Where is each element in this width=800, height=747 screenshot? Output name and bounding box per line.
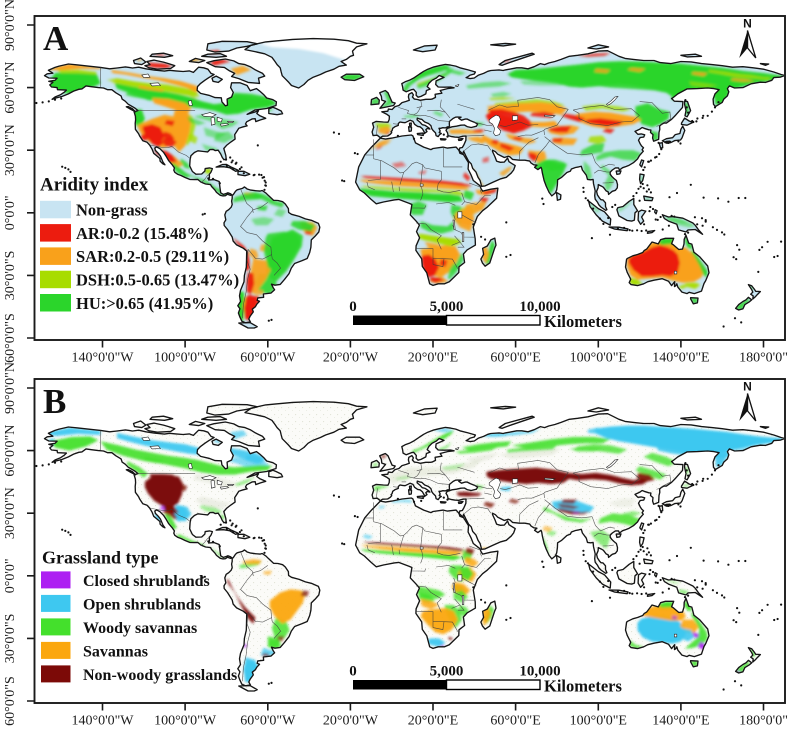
svg-text:140°0'0"W: 140°0'0"W — [71, 714, 134, 729]
svg-text:30°0'0"N: 30°0'0"N — [3, 124, 18, 176]
svg-text:60°0'0"W: 60°0'0"W — [240, 714, 296, 729]
svg-text:Kilometers: Kilometers — [544, 677, 622, 696]
svg-text:100°0'0"W: 100°0'0"W — [154, 714, 217, 729]
svg-text:Grassland type: Grassland type — [42, 548, 159, 568]
svg-text:60°0'0"E: 60°0'0"E — [490, 714, 540, 729]
svg-text:100°0'0"E: 100°0'0"E — [570, 714, 627, 729]
svg-text:20°0'0"E: 20°0'0"E — [408, 351, 458, 366]
svg-text:B: B — [43, 382, 66, 421]
svg-text:100°0'0"E: 100°0'0"E — [570, 351, 627, 366]
svg-text:Open shrublands: Open shrublands — [83, 596, 201, 613]
svg-text:5,000: 5,000 — [430, 299, 464, 315]
svg-text:140°0'0"E: 140°0'0"E — [652, 351, 709, 366]
svg-text:90°0'0"N: 90°0'0"N — [3, 0, 18, 51]
svg-text:Non-grass: Non-grass — [76, 201, 148, 220]
svg-text:140°0'0"W: 140°0'0"W — [71, 351, 134, 366]
svg-text:HU:>0.65 (41.95%): HU:>0.65 (41.95%) — [76, 294, 213, 313]
svg-text:140°0'0"E: 140°0'0"E — [652, 714, 709, 729]
svg-text:20°0'0"E: 20°0'0"E — [408, 714, 458, 729]
svg-text:Non-woody grasslands: Non-woody grasslands — [83, 667, 237, 684]
svg-text:0: 0 — [349, 299, 357, 315]
svg-text:Kilometers: Kilometers — [544, 312, 622, 331]
svg-text:N: N — [743, 17, 752, 31]
svg-text:10,000: 10,000 — [519, 664, 560, 680]
svg-text:0°0'0": 0°0'0" — [3, 195, 18, 230]
svg-text:20°0'0"W: 20°0'0"W — [323, 714, 379, 729]
svg-text:N: N — [743, 380, 752, 394]
svg-text:60°0'0"W: 60°0'0"W — [240, 351, 296, 366]
svg-text:A: A — [43, 19, 69, 58]
svg-text:Closed shrublands: Closed shrublands — [83, 573, 210, 590]
svg-text:60°0'0"E: 60°0'0"E — [490, 351, 540, 366]
svg-text:90°0'0"N: 90°0'0"N — [3, 362, 18, 414]
svg-text:60°0'0"N: 60°0'0"N — [3, 62, 18, 114]
svg-text:60°0'0"N: 60°0'0"N — [3, 425, 18, 477]
svg-text:100°0'0"W: 100°0'0"W — [154, 351, 217, 366]
svg-text:20°0'0"W: 20°0'0"W — [323, 351, 379, 366]
svg-text:AR:0-0.2 (15.48%): AR:0-0.2 (15.48%) — [76, 224, 208, 243]
svg-text:30°0'0"S: 30°0'0"S — [3, 614, 18, 664]
svg-text:Woody savannas: Woody savannas — [83, 620, 197, 637]
svg-text:0: 0 — [349, 664, 357, 680]
svg-text:5,000: 5,000 — [430, 664, 464, 680]
svg-text:SAR:0.2-0.5 (29.11%): SAR:0.2-0.5 (29.11%) — [76, 247, 229, 266]
svg-text:30°0'0"N: 30°0'0"N — [3, 487, 18, 539]
svg-text:DSH:0.5-0.65 (13.47%): DSH:0.5-0.65 (13.47%) — [76, 271, 239, 290]
svg-text:60°0'0"S: 60°0'0"S — [3, 676, 18, 726]
svg-text:60°0'0"S: 60°0'0"S — [3, 313, 18, 363]
svg-text:180°0'0": 180°0'0" — [739, 714, 788, 729]
svg-text:30°0'0"S: 30°0'0"S — [3, 251, 18, 301]
svg-text:Aridity index: Aridity index — [40, 175, 149, 196]
svg-text:0°0'0": 0°0'0" — [3, 558, 18, 593]
svg-text:10,000: 10,000 — [519, 299, 560, 315]
svg-text:Savannas: Savannas — [83, 643, 148, 660]
svg-text:180°0'0": 180°0'0" — [739, 351, 788, 366]
